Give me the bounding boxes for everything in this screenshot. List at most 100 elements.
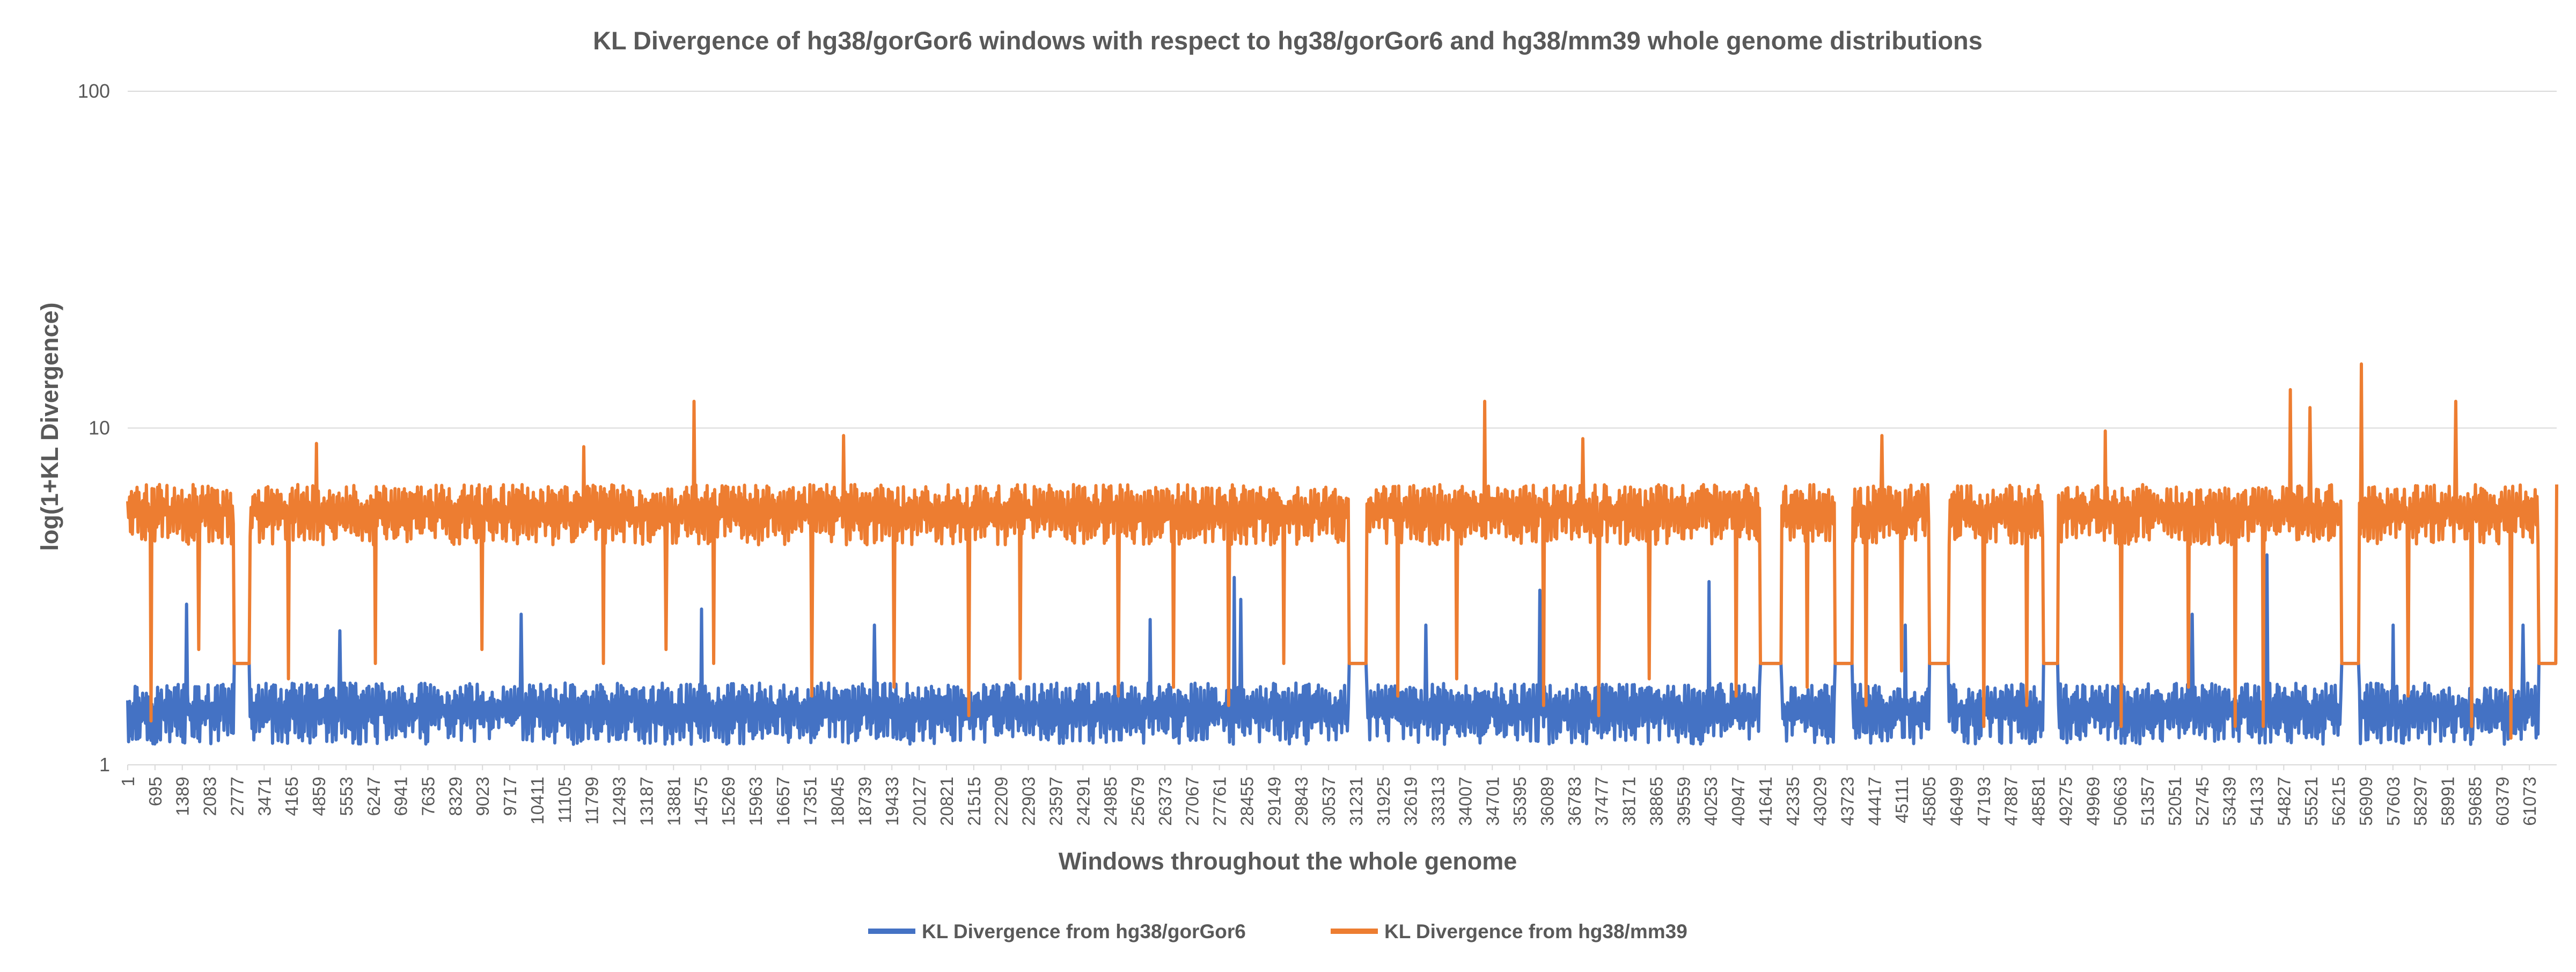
- x-tick-label: 58297: [2411, 777, 2431, 826]
- x-tick-label: 24985: [1100, 777, 1120, 826]
- x-tick-label: 4859: [309, 777, 329, 816]
- x-tick-label: 43029: [1810, 777, 1830, 826]
- x-tick-label: 2083: [200, 777, 220, 816]
- x-tick-label: 15963: [746, 777, 766, 826]
- x-axis-title: Windows throughout the whole genome: [1059, 847, 1517, 875]
- x-tick-label: 16657: [773, 777, 793, 826]
- x-tick-label: 47193: [1974, 777, 1994, 826]
- y-tick-label: 10: [89, 417, 110, 439]
- x-tick-label: 19433: [882, 777, 902, 826]
- x-tick-label: 59685: [2465, 777, 2485, 826]
- legend-label-mm39: KL Divergence from hg38/mm39: [1384, 920, 1687, 942]
- x-tick-label: 7635: [419, 777, 438, 816]
- x-tick-label: 40947: [1728, 777, 1748, 826]
- x-tick-label: 21515: [964, 777, 984, 826]
- x-tick-label: 2777: [227, 777, 247, 816]
- x-tick-label: 27761: [1210, 777, 1230, 826]
- x-tick-label: 22209: [992, 777, 1011, 826]
- x-tick-label: 14575: [691, 777, 711, 826]
- x-tick-label: 55521: [2301, 777, 2321, 826]
- x-tick-label: 20127: [909, 777, 929, 826]
- y-axis-ticks: 1 10 100: [78, 80, 110, 776]
- x-tick-label: 34007: [1455, 777, 1475, 826]
- x-tick-label: 44417: [1865, 777, 1884, 826]
- legend: KL Divergence from hg38/gorGor6 KL Diver…: [868, 920, 1687, 942]
- x-tick-label: 3471: [254, 777, 274, 816]
- x-axis-ticks: 1 695 1389 2083 2777 3471 4165 4859 5553 6247 6941…: [118, 765, 2540, 826]
- x-tick-label: 31231: [1346, 777, 1366, 826]
- x-tick-label: 11799: [582, 777, 602, 824]
- x-tick-label: 48581: [2029, 777, 2049, 826]
- x-tick-label: 54827: [2274, 777, 2294, 826]
- y-axis-title: log(1+KL Divergence): [36, 302, 63, 551]
- x-tick-label: 18045: [827, 777, 847, 826]
- x-tick-label: 12493: [610, 777, 629, 826]
- x-tick-label: 25679: [1128, 777, 1148, 826]
- x-tick-label: 51357: [2138, 777, 2157, 826]
- x-tick-label: 15269: [718, 777, 738, 826]
- x-tick-label: 45805: [1919, 777, 1939, 826]
- x-tick-label: 45111: [1892, 777, 1912, 823]
- x-tick-label: 49275: [2056, 777, 2075, 826]
- y-tick-label: 1: [99, 754, 110, 776]
- x-tick-label: 18739: [855, 777, 875, 826]
- x-tick-label: 38171: [1619, 777, 1639, 826]
- x-tick-label: 1: [118, 777, 138, 786]
- x-tick-label: 29149: [1264, 777, 1284, 826]
- chart-title: KL Divergence of hg38/gorGor6 windows wi…: [593, 26, 1983, 55]
- x-tick-label: 11105: [555, 777, 575, 823]
- series-line-1: [126, 362, 2558, 740]
- x-tick-label: 40253: [1701, 777, 1721, 826]
- x-tick-label: 41641: [1756, 777, 1775, 826]
- x-tick-label: 53439: [2220, 777, 2240, 826]
- x-tick-label: 13187: [636, 777, 656, 826]
- x-tick-label: 42335: [1783, 777, 1803, 826]
- x-tick-label: 57603: [2383, 777, 2403, 826]
- x-tick-label: 26373: [1155, 777, 1175, 826]
- x-tick-label: 58991: [2438, 777, 2458, 826]
- legend-item-gorgor6: KL Divergence from hg38/gorGor6: [868, 920, 1246, 942]
- x-tick-label: 20821: [937, 777, 957, 826]
- x-tick-label: 35395: [1510, 777, 1530, 826]
- y-tick-label: 100: [78, 80, 110, 102]
- x-tick-label: 6941: [391, 777, 411, 816]
- x-tick-label: 695: [145, 777, 165, 806]
- x-tick-label: 50663: [2110, 777, 2130, 826]
- x-tick-label: 9717: [500, 777, 520, 816]
- x-tick-label: 34701: [1483, 777, 1502, 826]
- legend-item-mm39: KL Divergence from hg38/mm39: [1331, 920, 1687, 942]
- x-tick-label: 36783: [1565, 777, 1584, 826]
- x-tick-label: 29843: [1291, 777, 1311, 826]
- series-line-0: [126, 553, 2558, 746]
- x-tick-label: 8329: [445, 777, 465, 816]
- x-tick-label: 27067: [1183, 777, 1202, 826]
- x-tick-label: 60379: [2492, 777, 2512, 826]
- x-tick-label: 9023: [473, 777, 493, 816]
- x-tick-label: 37477: [1592, 777, 1612, 826]
- x-tick-label: 43723: [1838, 777, 1858, 826]
- x-tick-label: 49969: [2083, 777, 2103, 826]
- x-tick-label: 17351: [801, 777, 820, 826]
- x-tick-label: 52051: [2165, 777, 2185, 826]
- x-tick-label: 46499: [1947, 777, 1966, 826]
- x-tick-label: 5553: [336, 777, 356, 816]
- x-tick-label: 24291: [1073, 777, 1093, 826]
- x-tick-label: 56909: [2356, 777, 2376, 826]
- x-tick-label: 30537: [1319, 777, 1339, 826]
- x-tick-label: 56215: [2329, 777, 2349, 826]
- x-tick-label: 23597: [1046, 777, 1066, 826]
- x-tick-label: 54133: [2247, 777, 2266, 826]
- x-tick-label: 33313: [1428, 777, 1448, 826]
- x-tick-label: 39559: [1674, 777, 1693, 826]
- x-tick-label: 6247: [364, 777, 384, 816]
- x-tick-label: 38865: [1646, 777, 1666, 826]
- x-tick-label: 13881: [664, 777, 684, 826]
- x-tick-label: 31925: [1374, 777, 1393, 826]
- x-tick-label: 28455: [1237, 777, 1257, 826]
- legend-label-gorgor6: KL Divergence from hg38/gorGor6: [922, 920, 1246, 942]
- x-tick-label: 1389: [173, 777, 193, 816]
- x-tick-label: 22903: [1019, 777, 1039, 826]
